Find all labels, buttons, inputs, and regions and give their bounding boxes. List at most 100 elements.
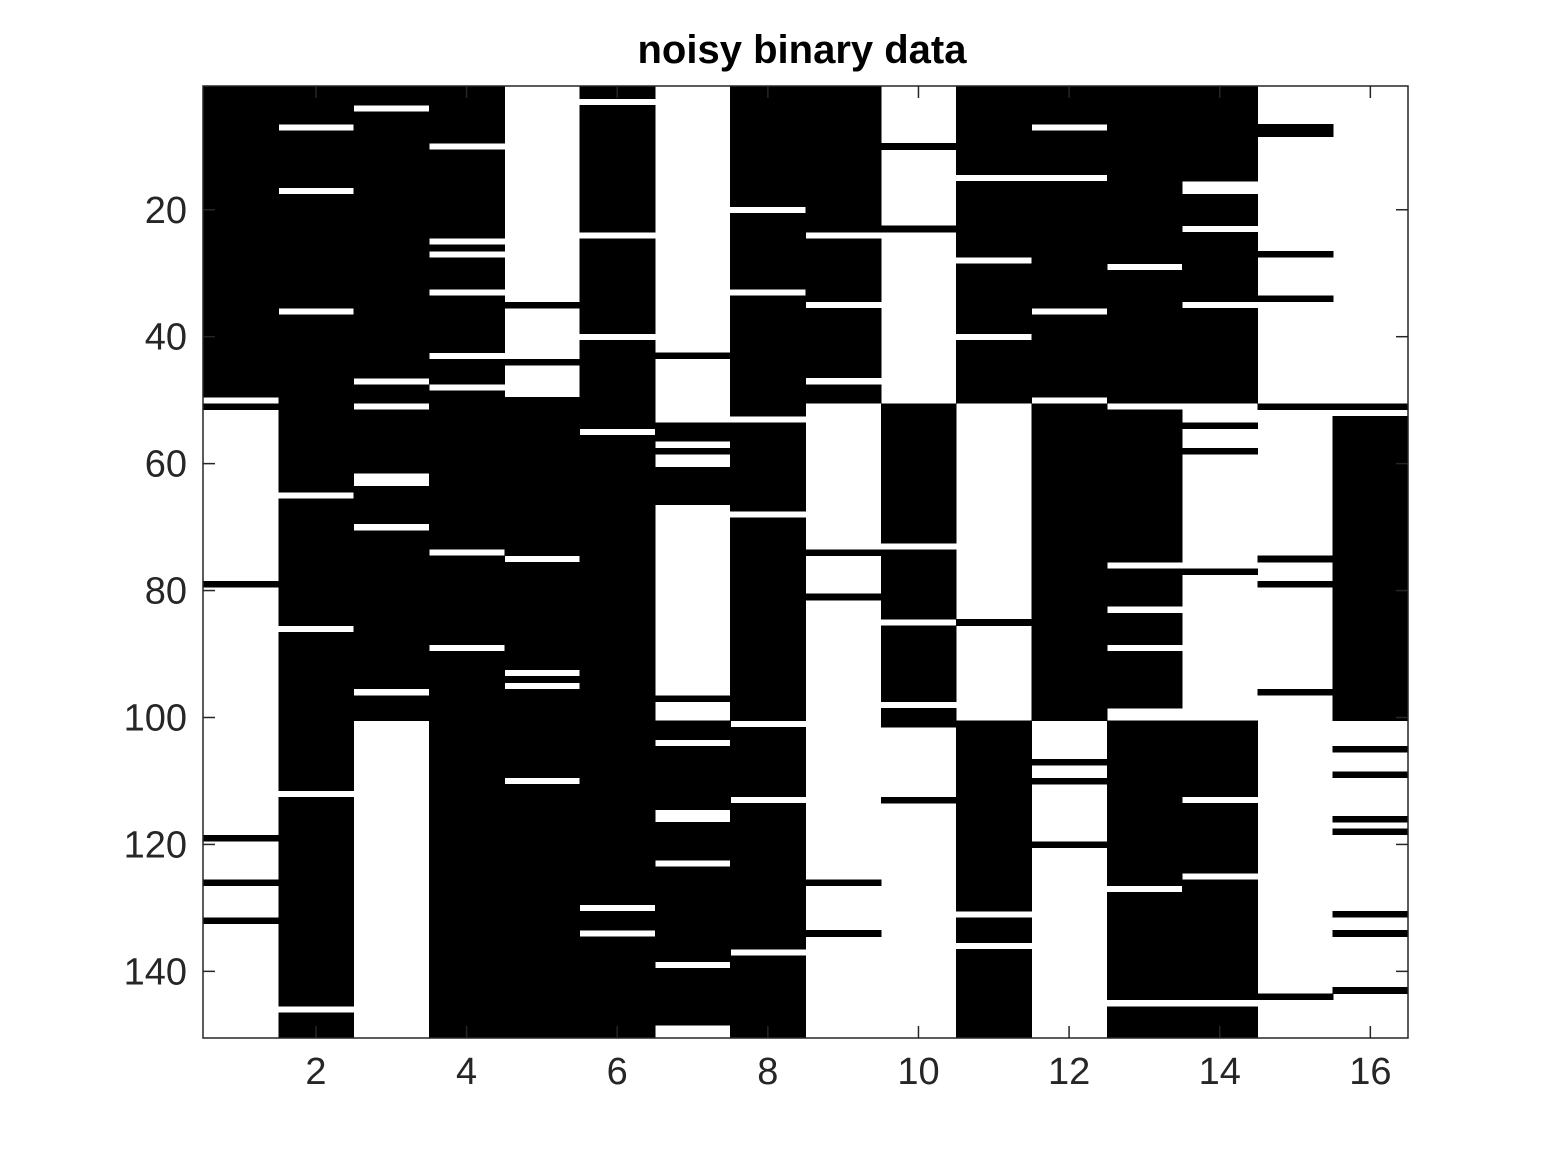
heatmap-cell-run-col-2 — [278, 314, 355, 493]
heatmap-cell-run-col-12 — [1031, 181, 1108, 309]
heatmap-cell-run-col-2 — [278, 631, 355, 791]
heatmap-cell-run-col-16 — [1332, 403, 1409, 410]
heatmap-cell-run-col-3 — [353, 86, 430, 106]
y-tick-label: 60 — [145, 444, 187, 486]
heatmap-cell-run-col-13 — [1106, 650, 1183, 709]
heatmap-cell-run-col-16 — [1332, 815, 1409, 823]
heatmap-cell-run-col-2 — [278, 796, 355, 1007]
y-tick-label: 140 — [124, 951, 187, 993]
y-tick-label: 80 — [145, 571, 187, 613]
heatmap-cell-run-col-12 — [1031, 314, 1108, 398]
heatmap-cell-run-col-5 — [504, 301, 581, 309]
heatmap-cell-run-col-4 — [428, 650, 505, 1039]
heatmap-cell-run-col-5 — [504, 562, 581, 671]
heatmap-cell-run-col-5 — [504, 358, 581, 366]
heatmap-cell-run-col-16 — [1332, 930, 1409, 937]
heatmap-cell-run-col-15 — [1257, 581, 1334, 588]
x-tick-label: 4 — [456, 1051, 477, 1093]
heatmap-cell-run-col-10 — [880, 549, 957, 620]
heatmap-cell-run-col-9 — [805, 930, 882, 937]
heatmap-cell-run-col-5 — [504, 396, 581, 556]
heatmap-cell-run-col-7 — [654, 352, 731, 360]
heatmap-cell-run-col-16 — [1332, 771, 1409, 779]
heatmap-cell-run-col-16 — [1332, 911, 1409, 918]
heatmap-cell-run-col-1 — [203, 581, 279, 588]
heatmap-cell-run-col-3 — [353, 485, 430, 525]
heatmap-cell-run-col-13 — [1106, 892, 1183, 1001]
heatmap-cell-run-col-13 — [1106, 270, 1183, 404]
heatmap-cell-run-col-7 — [654, 866, 731, 963]
heatmap-cell-run-col-6 — [579, 936, 656, 1039]
heatmap-cell-run-col-12 — [1031, 403, 1108, 721]
x-tick-label: 10 — [897, 1051, 939, 1093]
heatmap-cell-run-col-9 — [805, 593, 882, 601]
heatmap-cell-run-col-12 — [1031, 777, 1108, 785]
heatmap-cell-run-col-6 — [579, 435, 656, 906]
heatmap-cell-run-col-1 — [203, 879, 279, 886]
heatmap-cell-run-col-13 — [1106, 1006, 1183, 1039]
heatmap-cell-run-col-11 — [956, 917, 1033, 944]
x-tick-label: 12 — [1048, 1051, 1090, 1093]
heatmap-cell-run-col-14 — [1182, 803, 1258, 874]
heatmap-cell-run-col-2 — [278, 498, 355, 626]
heatmap-cell-run-col-11 — [956, 949, 1033, 1039]
heatmap-cell-run-col-9 — [805, 549, 882, 556]
heatmap-cell-run-col-9 — [805, 238, 882, 303]
heatmap-cell-run-col-3 — [353, 111, 430, 379]
x-tick-label: 14 — [1199, 1051, 1241, 1093]
heatmap-cell-run-col-4 — [428, 358, 505, 385]
heatmap-cell-run-col-14 — [1182, 308, 1258, 404]
heatmap-cell-run-col-14 — [1182, 720, 1258, 798]
heatmap-cell-run-col-7 — [654, 746, 731, 810]
heatmap-cell-run-col-7 — [654, 822, 731, 861]
x-tick-label: 8 — [757, 1051, 778, 1093]
heatmap-cell-run-col-10 — [880, 625, 957, 702]
heatmap-cell-run-col-8 — [730, 517, 807, 721]
heatmap-cell-run-col-7 — [654, 466, 731, 506]
heatmap-cell-run-col-1 — [203, 917, 279, 925]
heatmap-cell-run-col-4 — [428, 149, 505, 239]
heatmap-cell-run-col-11 — [956, 619, 1033, 626]
heatmap-cell-run-col-2 — [278, 193, 355, 309]
heatmap-cell-run-col-10 — [880, 707, 957, 728]
heatmap-cell-run-col-3 — [353, 530, 430, 690]
heatmap-cell-run-col-16 — [1332, 987, 1409, 994]
y-tick-label: 40 — [145, 317, 187, 359]
heatmap-cell-run-col-4 — [428, 295, 505, 353]
y-tick-label: 120 — [124, 824, 187, 866]
heatmap-cell-run-col-8 — [730, 422, 807, 512]
heatmap-cell-run-col-12 — [1031, 130, 1108, 176]
heatmap-cell-run-col-15 — [1257, 403, 1334, 410]
heatmap-cell-run-col-8 — [730, 212, 807, 290]
heatmap-cell-run-col-10 — [880, 403, 957, 544]
heatmap-cell-run-col-9 — [805, 308, 882, 379]
heatmap-cell-run-col-6 — [579, 238, 656, 334]
heatmap-cell-run-col-10 — [880, 225, 957, 233]
heatmap-cell-run-col-16 — [1332, 416, 1409, 721]
heatmap-cell-run-col-5 — [504, 688, 581, 779]
heatmap-cell-run-col-7 — [654, 447, 731, 455]
heatmap-cell-run-col-11 — [956, 263, 1033, 334]
heatmap-cell-run-col-7 — [654, 422, 731, 442]
heatmap-cell-run-col-16 — [1332, 828, 1409, 836]
heatmap-cell-run-col-15 — [1257, 251, 1334, 258]
heatmap-cell-run-col-14 — [1182, 86, 1258, 182]
x-tick-label: 2 — [305, 1051, 326, 1093]
heatmap-cell-run-col-5 — [504, 676, 581, 683]
heatmap-cell-run-col-12 — [1031, 758, 1108, 766]
axes: 2 4 6 8 10 12 14 16 20 40 60 80 100 120 140 — [124, 85, 1409, 1093]
heatmap-cell-run-col-9 — [805, 86, 882, 233]
heatmap-cell-run-col-14 — [1182, 447, 1258, 455]
heatmap-cell-run-col-4 — [428, 390, 505, 550]
x-tick-label: 16 — [1349, 1051, 1391, 1093]
heatmap-cell-run-col-16 — [1332, 746, 1409, 753]
axes-box — [202, 85, 1409, 1039]
heatmap-cell-run-col-8 — [730, 727, 807, 798]
heatmap-cell-run-col-1 — [203, 86, 279, 398]
heatmap-cell-run-col-15 — [1257, 688, 1334, 696]
heatmap-cell-run-col-14 — [1182, 568, 1258, 575]
heatmap-cell-run-col-14 — [1182, 422, 1258, 430]
heatmap-cell-run-col-10 — [880, 796, 957, 804]
heatmap-cell-run-col-13 — [1106, 720, 1183, 886]
